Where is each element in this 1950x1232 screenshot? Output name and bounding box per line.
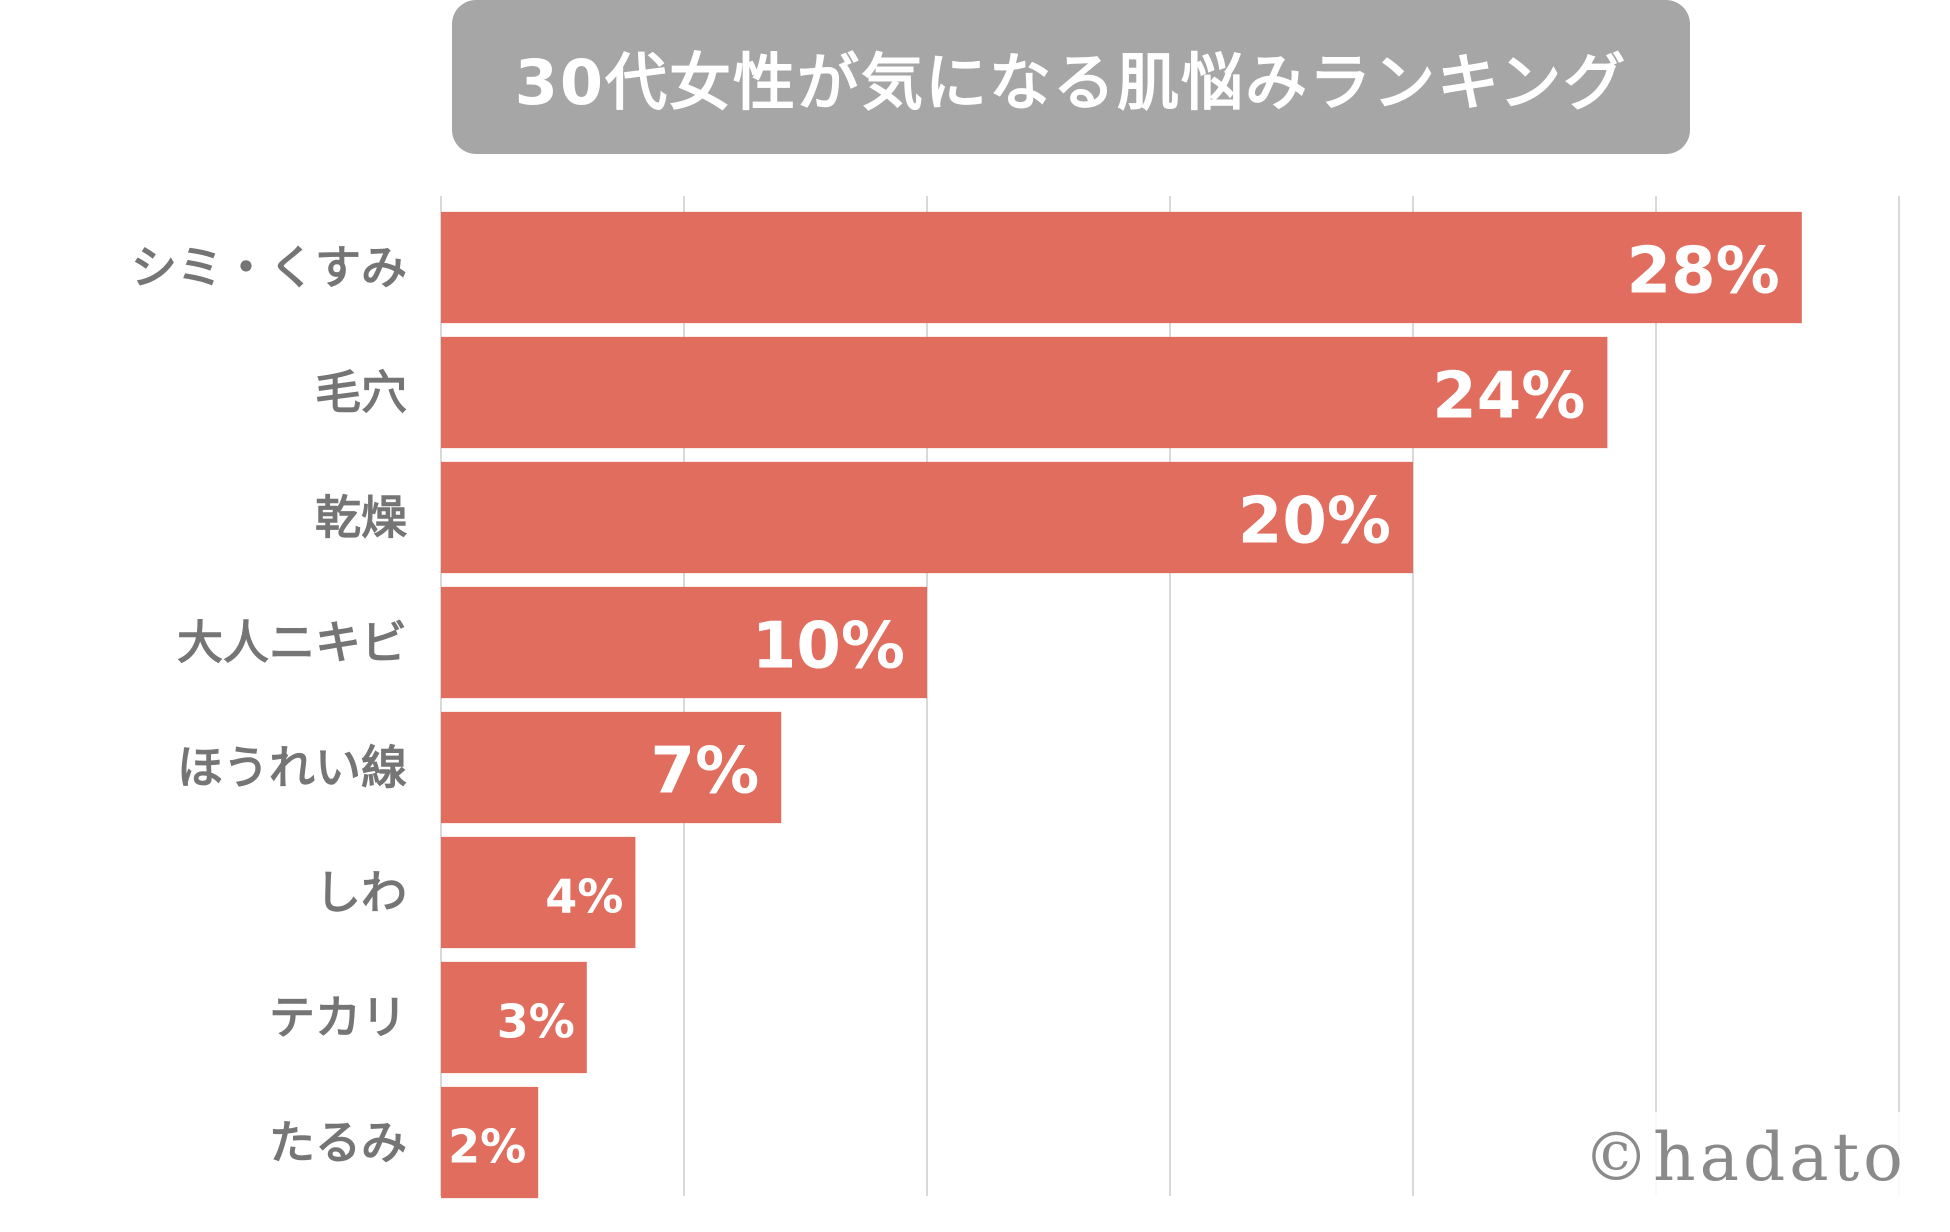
category-label: たるみ	[269, 1116, 407, 1170]
data-label: 7%	[651, 735, 760, 809]
chart-title: 30代女性が気になる肌悩みランキング	[452, 0, 1690, 154]
data-label: 3%	[497, 995, 575, 1049]
category-label: しわ	[315, 866, 407, 920]
data-label: 28%	[1627, 235, 1780, 309]
bar	[441, 211, 1802, 324]
bar	[441, 461, 1413, 574]
labels: シミ・くすみ 28% 毛穴 24% 乾燥 20% 大人ニキビ 10% ほうれい線 7% しわ 4% テカ…	[131, 235, 1780, 1174]
category-label: 乾燥	[315, 491, 408, 545]
bars	[441, 211, 1802, 1199]
bar	[441, 711, 782, 824]
category-label: 毛穴	[315, 366, 407, 420]
bar	[441, 336, 1608, 449]
bar	[441, 961, 587, 1074]
category-label: テカリ	[269, 991, 407, 1045]
category-label: ほうれい線	[177, 741, 407, 795]
category-label: シミ・くすみ	[131, 241, 407, 295]
data-label: 4%	[545, 870, 623, 924]
data-label: 2%	[448, 1120, 526, 1174]
bar	[441, 836, 636, 949]
bar	[441, 586, 927, 699]
category-label: 大人ニキビ	[177, 616, 407, 670]
bar	[441, 1086, 539, 1199]
watermark-text: ©hadato	[1580, 1112, 1910, 1202]
data-label: 10%	[752, 610, 905, 684]
data-label: 24%	[1432, 360, 1585, 434]
data-label: 20%	[1238, 485, 1391, 559]
